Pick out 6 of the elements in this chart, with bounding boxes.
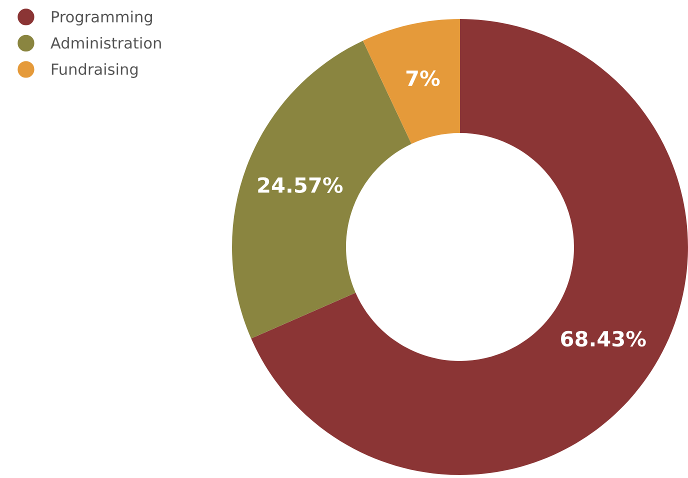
data-label: 24.57% (258, 177, 343, 193)
legend-label: Programming (52, 10, 152, 26)
data-label: 7% (406, 70, 440, 86)
data-label: 68.43% (561, 330, 646, 347)
legend-label: Administration (50, 36, 161, 49)
legend-label: Fundraising (52, 63, 138, 78)
